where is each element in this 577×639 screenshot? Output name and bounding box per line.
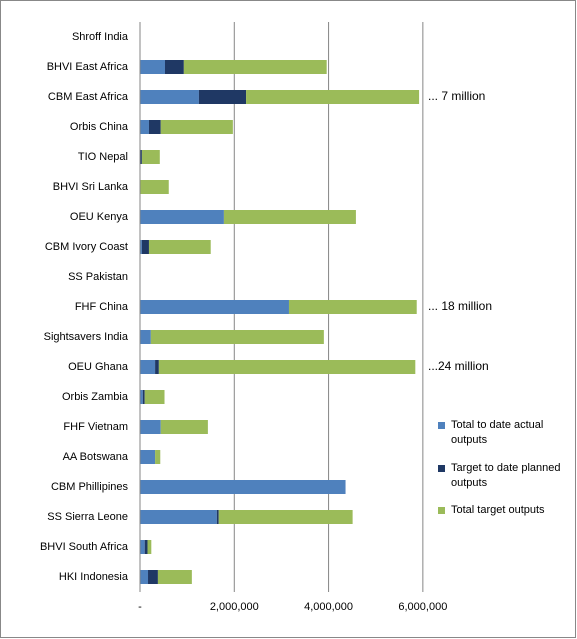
- bar-segment: [148, 240, 211, 254]
- bar-segment: [144, 540, 148, 554]
- bar-segment: [223, 210, 356, 224]
- y-tick-label: HKI Indonesia: [59, 571, 129, 583]
- legend-label: Target to date planned outputs: [451, 462, 561, 489]
- bar-segment: [198, 90, 247, 104]
- bar-segment: [140, 90, 199, 104]
- bar-segment: [155, 360, 159, 374]
- bar-segment: [140, 210, 224, 224]
- y-tick-label: CBM Ivory Coast: [45, 241, 128, 253]
- bar-segment: [160, 120, 233, 134]
- bar-segment: [164, 60, 184, 74]
- bar-segment: [144, 390, 165, 404]
- bar-segment: [158, 360, 416, 374]
- y-tick-label: SS Sierra Leone: [47, 511, 128, 523]
- bar-segment: [140, 450, 156, 464]
- x-tick-label: 4,000,000: [304, 601, 353, 613]
- y-tick-label: Orbis China: [70, 121, 129, 133]
- bar-segment: [140, 540, 145, 554]
- bar-segment: [148, 120, 161, 134]
- bar-segment: [141, 150, 160, 164]
- bar-segment: [147, 540, 152, 554]
- legend-label: Total target outputs: [451, 504, 545, 516]
- legend-entry: Total to date actual outputs: [438, 418, 568, 448]
- bar-segment: [183, 60, 327, 74]
- annotation: ... 7 million: [428, 89, 485, 103]
- y-tick-label: FHF Vietnam: [63, 421, 128, 433]
- bar-segment: [140, 510, 217, 524]
- bar-segment: [140, 360, 156, 374]
- legend-label: Total to date actual outputs: [451, 419, 544, 446]
- annotation: ... 18 million: [428, 299, 492, 313]
- y-tick-label: Orbis Zambia: [62, 391, 129, 403]
- y-tick-label: SS Pakistan: [68, 271, 128, 283]
- x-tick-label: 2,000,000: [210, 601, 259, 613]
- bar-segment: [141, 240, 149, 254]
- bar-segment: [140, 480, 346, 494]
- bar-segment: [155, 450, 161, 464]
- bar-segment: [246, 90, 420, 104]
- bar-segment: [140, 570, 149, 584]
- bar-segment: [160, 420, 208, 434]
- x-tick-label: -: [138, 601, 142, 613]
- bar-segment: [157, 570, 192, 584]
- legend-swatch: [438, 422, 445, 429]
- y-tick-label: OEU Ghana: [68, 361, 129, 373]
- x-tick-label: 6,000,000: [398, 601, 447, 613]
- legend-swatch: [438, 507, 445, 514]
- y-tick-label: TIO Nepal: [78, 151, 128, 163]
- bar-segment: [140, 150, 142, 164]
- bar-segment: [140, 120, 149, 134]
- bar-segment: [140, 240, 142, 254]
- y-tick-label: CBM Phillipines: [51, 481, 129, 493]
- y-tick-label: FHF China: [75, 301, 129, 313]
- legend-swatch: [438, 465, 445, 472]
- y-tick-label: BHVI Sri Lanka: [53, 181, 129, 193]
- y-tick-label: BHVI South Africa: [40, 541, 129, 553]
- legend-entry: Target to date planned outputs: [438, 461, 568, 491]
- annotation: ...24 million: [428, 359, 489, 373]
- bar-segment: [150, 330, 324, 344]
- y-tick-label: BHVI East Africa: [47, 61, 129, 73]
- y-tick-label: OEU Kenya: [70, 211, 129, 223]
- bar-segment: [140, 390, 143, 404]
- bar-segment: [218, 510, 353, 524]
- y-tick-label: CBM East Africa: [48, 91, 129, 103]
- legend-entry: Total target outputs: [438, 503, 568, 518]
- bar-segment: [148, 570, 158, 584]
- bar-segment: [140, 300, 289, 314]
- bar-segment: [140, 420, 161, 434]
- bar-segment: [216, 510, 219, 524]
- bar-segment: [140, 60, 165, 74]
- bar-segment: [140, 180, 169, 194]
- y-tick-label: Sightsavers India: [44, 331, 129, 343]
- bar-segment: [140, 330, 151, 344]
- bar-segment: [142, 390, 145, 404]
- y-tick-label: AA Botswana: [63, 451, 129, 463]
- y-tick-label: Shroff India: [72, 31, 129, 43]
- bar-segment: [288, 300, 417, 314]
